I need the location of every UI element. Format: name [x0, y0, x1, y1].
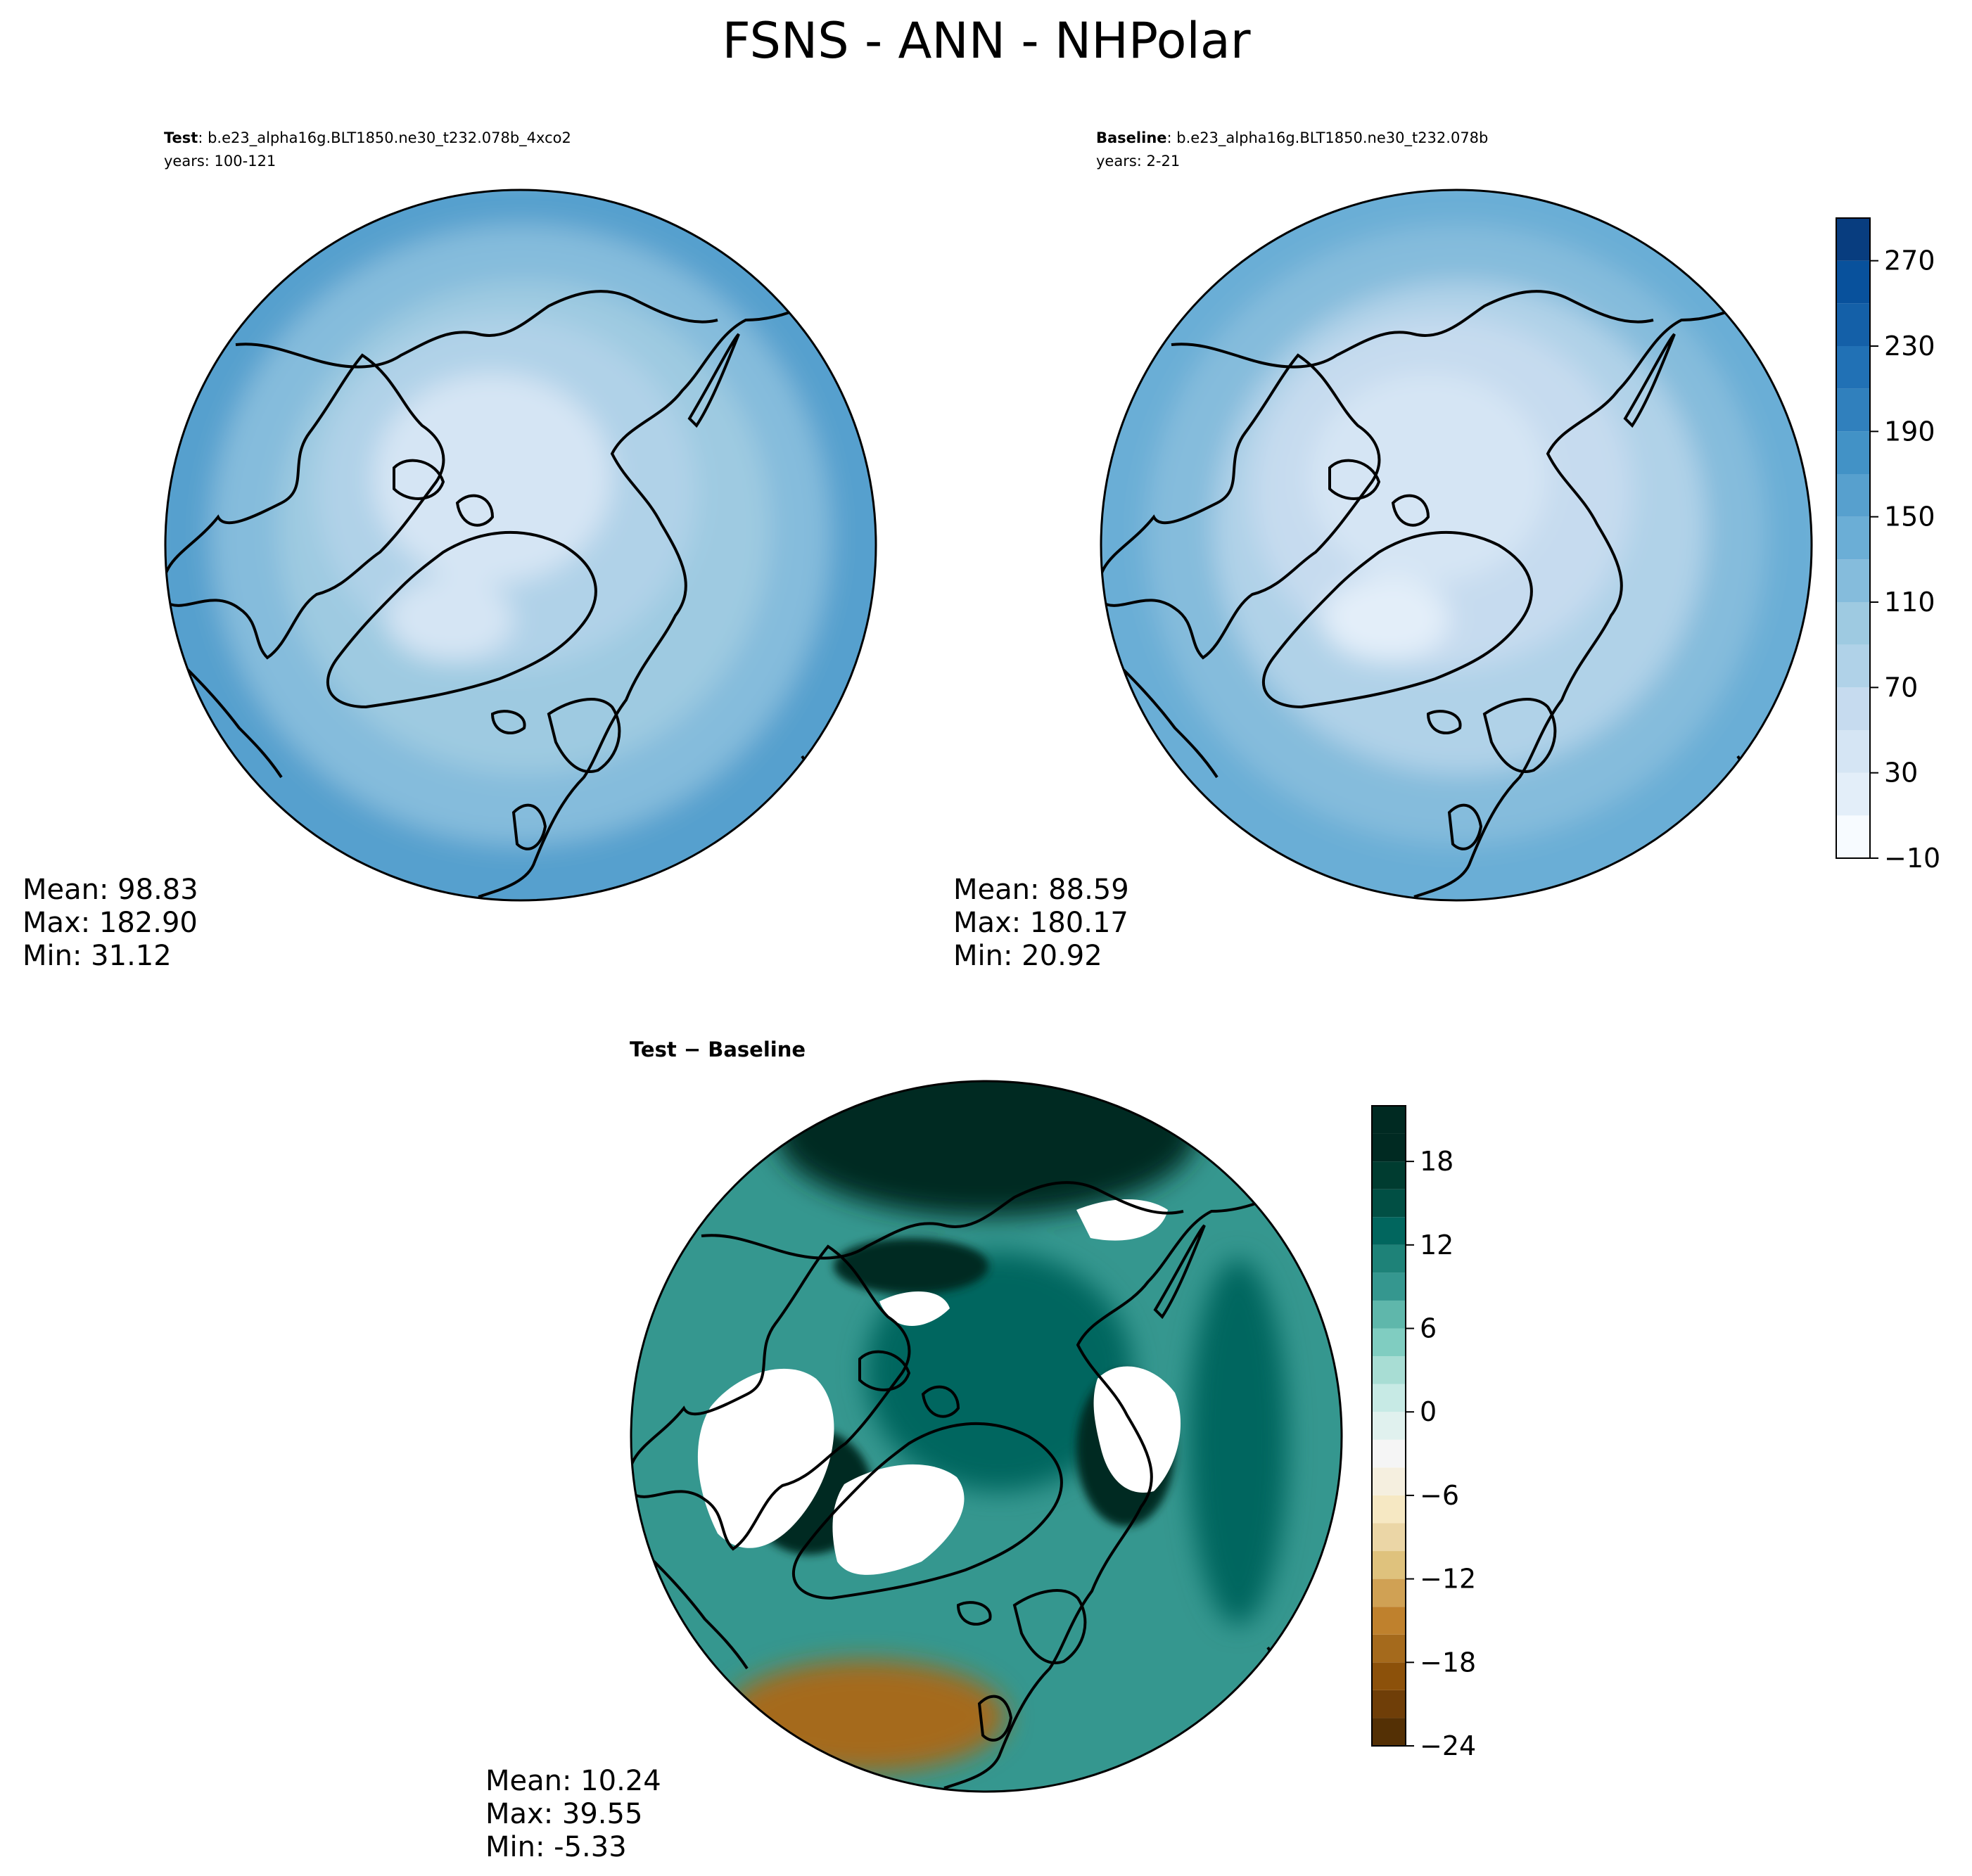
diff-cbar-swatch: [1372, 1384, 1406, 1412]
svg-text:Test: b.e23_alpha16g.BLT1850.n: Test: b.e23_alpha16g.BLT1850.ne30_t232.0…: [164, 129, 571, 147]
diff-cbar-swatch: [1372, 1467, 1406, 1495]
test-panel: Test: b.e23_alpha16g.BLT1850.ne30_t232.0…: [23, 129, 877, 972]
difference-panel: Test − Baseline Mean: 10.24: [485, 1038, 1343, 1863]
main-cbar-swatch: [1836, 772, 1870, 816]
baseline-years: years: 2-21: [1096, 153, 1180, 170]
test-panel-label: Test: [164, 129, 198, 146]
difference-map: [631, 1081, 1342, 1792]
diff-cbar-tick-label: −12: [1420, 1564, 1476, 1595]
diff-cbar-swatch: [1372, 1161, 1406, 1189]
main-cbar-tick-label: 190: [1884, 416, 1935, 447]
diff-cbar-tick-label: 18: [1420, 1146, 1453, 1177]
main-cbar-swatch: [1836, 602, 1870, 645]
diff-cbar-swatch: [1372, 1244, 1406, 1273]
difference-mean: Mean: 10.24: [485, 1765, 661, 1797]
diff-cbar-tick-label: 12: [1420, 1230, 1453, 1261]
difference-panel-label: Test − Baseline: [630, 1038, 806, 1061]
diff-cbar-swatch: [1372, 1495, 1406, 1524]
figure-title: FSNS - ANN - NHPolar: [722, 12, 1250, 70]
main-cbar-swatch: [1836, 644, 1870, 688]
diff-cbar-swatch: [1372, 1356, 1406, 1384]
test-map: [165, 190, 876, 900]
baseline-map: [1101, 190, 1812, 900]
main-cbar-frame: [1836, 217, 1871, 859]
diff-cbar-swatch: [1372, 1328, 1406, 1357]
diff-cbar-swatch: [1372, 1523, 1406, 1552]
svg-text:Baseline: b.e23_alpha16g.BLT18: Baseline: b.e23_alpha16g.BLT1850.ne30_t2…: [1096, 129, 1488, 147]
diff-cbar-tick-label: 0: [1420, 1396, 1437, 1427]
baseline-map-boundary: [1100, 189, 1813, 902]
main-cbar-tick-label: 150: [1884, 502, 1935, 532]
baseline-panel: Baseline: b.e23_alpha16g.BLT1850.ne30_t2…: [953, 129, 1813, 972]
main-cbar-swatch: [1836, 388, 1870, 432]
diff-cbar-swatch: [1372, 1718, 1406, 1746]
main-cbar-tick-label: 270: [1884, 245, 1935, 276]
diff-cbar-swatch: [1372, 1133, 1406, 1162]
main-colorbar: 270 230 190 150 110 70 30 −10: [1836, 217, 1940, 874]
main-cbar-swatch: [1836, 730, 1870, 773]
diff-cbar-swatch: [1372, 1272, 1406, 1301]
difference-min: Min: -5.33: [485, 1831, 627, 1863]
diff-cbar-swatch: [1372, 1578, 1406, 1607]
diff-cbar-swatch: [1372, 1300, 1406, 1329]
main-cbar-tick-label: −10: [1884, 843, 1940, 874]
difference-max: Max: 39.55: [485, 1798, 642, 1830]
main-cbar-swatch: [1836, 346, 1870, 389]
diff-cbar-swatch: [1372, 1217, 1406, 1245]
diff-cbar-tick-label: −6: [1420, 1480, 1459, 1511]
difference-map-boundary: [630, 1080, 1343, 1793]
diff-cbar-swatch: [1372, 1106, 1406, 1134]
test-max: Max: 182.90: [23, 907, 198, 939]
baseline-case-name: : b.e23_alpha16g.BLT1850.ne30_t232.078b: [1167, 129, 1489, 147]
baseline-min: Min: 20.92: [953, 940, 1102, 972]
diff-cbar-swatch: [1372, 1634, 1406, 1663]
difference-colorbar: 18 12 6 0 −6 −12 −18 −24: [1371, 1105, 1476, 1761]
baseline-panel-label: Baseline: [1096, 129, 1167, 146]
test-years: years: 100-121: [164, 153, 276, 170]
main-cbar-swatch: [1836, 218, 1870, 261]
main-cbar-tick-label: 230: [1884, 331, 1935, 362]
main-cbar-swatch: [1836, 815, 1870, 858]
test-mean: Mean: 98.83: [23, 874, 198, 906]
main-cbar-swatch: [1836, 303, 1870, 346]
main-cbar-tick-label: 70: [1884, 672, 1918, 703]
test-case-name: : b.e23_alpha16g.BLT1850.ne30_t232.078b_…: [198, 129, 571, 147]
baseline-mean: Mean: 88.59: [953, 874, 1129, 906]
test-min: Min: 31.12: [23, 940, 172, 972]
diff-cbar-swatch: [1372, 1439, 1406, 1468]
diff-cbar-swatch: [1372, 1189, 1406, 1218]
diff-cbar-swatch: [1372, 1662, 1406, 1690]
main-cbar-swatch: [1836, 474, 1870, 517]
main-cbar-swatch: [1836, 260, 1870, 304]
baseline-max: Max: 180.17: [953, 907, 1128, 939]
main-cbar-tick-label: 110: [1884, 587, 1935, 618]
diff-cbar-tick-label: −18: [1420, 1647, 1476, 1678]
main-cbar-swatch: [1836, 516, 1870, 560]
diff-cbar-swatch: [1372, 1690, 1406, 1718]
diff-cbar-swatch: [1372, 1551, 1406, 1579]
diff-cbar-swatch: [1372, 1607, 1406, 1635]
main-cbar-swatch: [1836, 431, 1870, 474]
diff-cbar-tick-label: 6: [1420, 1313, 1437, 1344]
main-cbar-swatch: [1836, 559, 1870, 602]
main-cbar-tick-label: 30: [1884, 758, 1918, 789]
diff-cbar-tick-label: −24: [1420, 1730, 1476, 1761]
diff-cbar-swatch: [1372, 1412, 1406, 1440]
diff-cbar-frame: [1371, 1105, 1406, 1747]
main-cbar-swatch: [1836, 687, 1870, 730]
test-map-boundary: [164, 189, 877, 902]
